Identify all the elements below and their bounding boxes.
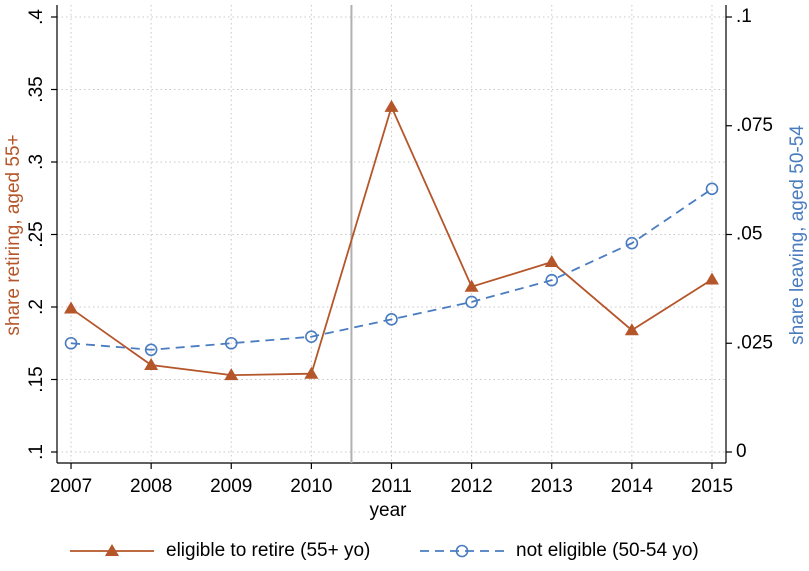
- y-tick-label: .1: [26, 444, 47, 460]
- data-point: [305, 330, 318, 344]
- y-tick-label: .25: [26, 221, 47, 247]
- y2-tick-label: .1: [736, 6, 752, 27]
- data-point: [624, 323, 639, 336]
- x-axis-title: year: [370, 500, 408, 521]
- data-point: [304, 366, 319, 379]
- data-point: [144, 343, 158, 357]
- series-line: [70, 188, 713, 351]
- y-tick-label: .3: [26, 154, 47, 170]
- y-tick-label: .15: [26, 366, 47, 392]
- data-point: [144, 358, 159, 370]
- data-point: [705, 182, 719, 196]
- y2-tick-label: .05: [736, 224, 762, 245]
- data-point: [224, 336, 238, 350]
- x-tick-label: 2015: [691, 476, 733, 497]
- data-point: [544, 255, 559, 268]
- x-tick-label: 2009: [210, 476, 252, 497]
- legend-marker: [455, 544, 469, 558]
- y-tick-label: .35: [26, 76, 47, 102]
- legend-label: eligible to retire (55+ yo): [166, 540, 370, 561]
- data-point: [64, 301, 79, 314]
- y2-axis-title: share leaving, aged 50-54: [787, 125, 808, 345]
- data-point: [545, 273, 559, 287]
- y2-tick-label: 0: [736, 441, 747, 462]
- data-point: [224, 368, 239, 381]
- data-point: [464, 279, 479, 292]
- x-tick-label: 2012: [450, 476, 492, 497]
- x-tick-label: 2008: [130, 476, 172, 497]
- y-axis-title: share retiring, aged 55+: [3, 134, 24, 335]
- y2-tick-label: .025: [736, 332, 773, 353]
- data-point: [704, 272, 719, 285]
- y-tick-label: .2: [26, 299, 47, 315]
- data-point: [625, 236, 639, 250]
- x-tick-label: 2011: [371, 476, 412, 497]
- data-point: [465, 295, 478, 309]
- legend-marker: [105, 544, 119, 556]
- data-point: [385, 313, 398, 326]
- x-tick-label: 2007: [50, 476, 92, 497]
- x-tick-label: 2014: [611, 476, 654, 497]
- y-tick-label: .4: [26, 9, 47, 25]
- data-point: [64, 336, 78, 350]
- legend-label: not eligible (50-54 yo): [516, 540, 699, 561]
- y2-tick-label: .075: [736, 115, 773, 136]
- x-tick-label: 2013: [531, 476, 573, 497]
- data-point: [384, 99, 399, 112]
- x-tick-label: 2010: [290, 476, 332, 497]
